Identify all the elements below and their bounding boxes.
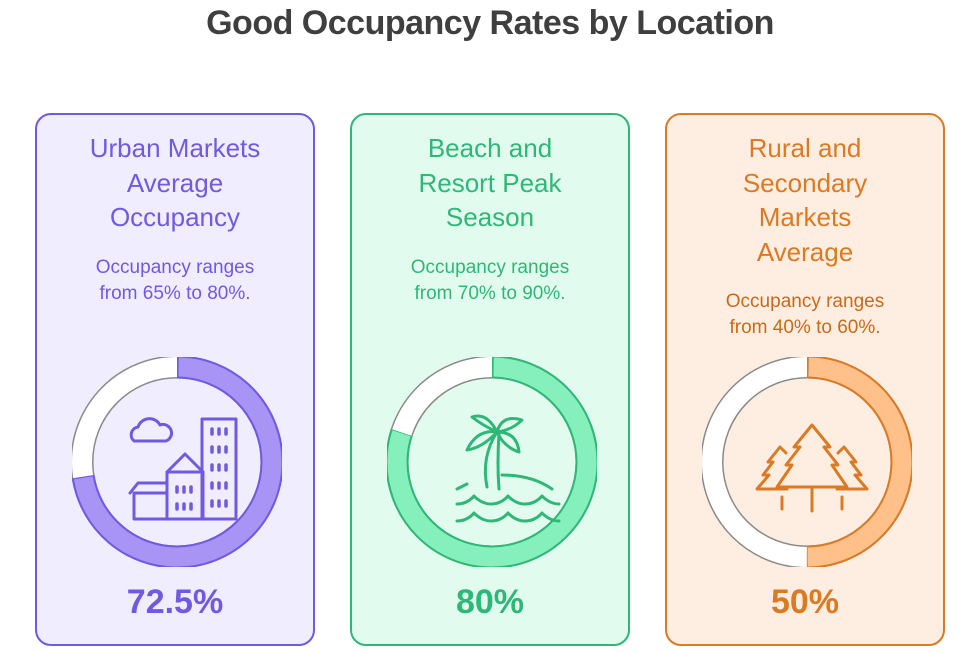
card-description: Occupancy ranges from 70% to 90%.: [410, 257, 570, 304]
donut-chart-rural: [702, 357, 912, 567]
page-title: Good Occupancy Rates by Location: [206, 4, 774, 42]
value-label: 50%: [770, 583, 840, 621]
city-buildings-icon: [128, 417, 238, 521]
card-title: Urban Markets Average Occupancy: [89, 133, 261, 232]
palm-island-icon: [455, 414, 561, 523]
value-label: 80%: [455, 583, 525, 621]
card-description: Occupancy ranges from 65% to 80%.: [95, 257, 255, 304]
card-urban: Urban Markets Average Occupancy Occupanc…: [35, 113, 315, 646]
card-rural: Rural and Secondary Markets Average Occu…: [665, 113, 945, 646]
donut-chart-urban: [72, 357, 282, 567]
value-label: 72.5%: [126, 583, 224, 621]
pine-trees-icon: [755, 423, 869, 513]
card-description: Occupancy ranges from 40% to 60%.: [725, 291, 885, 338]
card-beach: Beach and Resort Peak Season Occupancy r…: [350, 113, 630, 646]
donut-chart-beach: [387, 357, 597, 567]
card-title: Rural and Secondary Markets Average: [742, 133, 868, 267]
card-title: Beach and Resort Peak Season: [418, 133, 562, 232]
